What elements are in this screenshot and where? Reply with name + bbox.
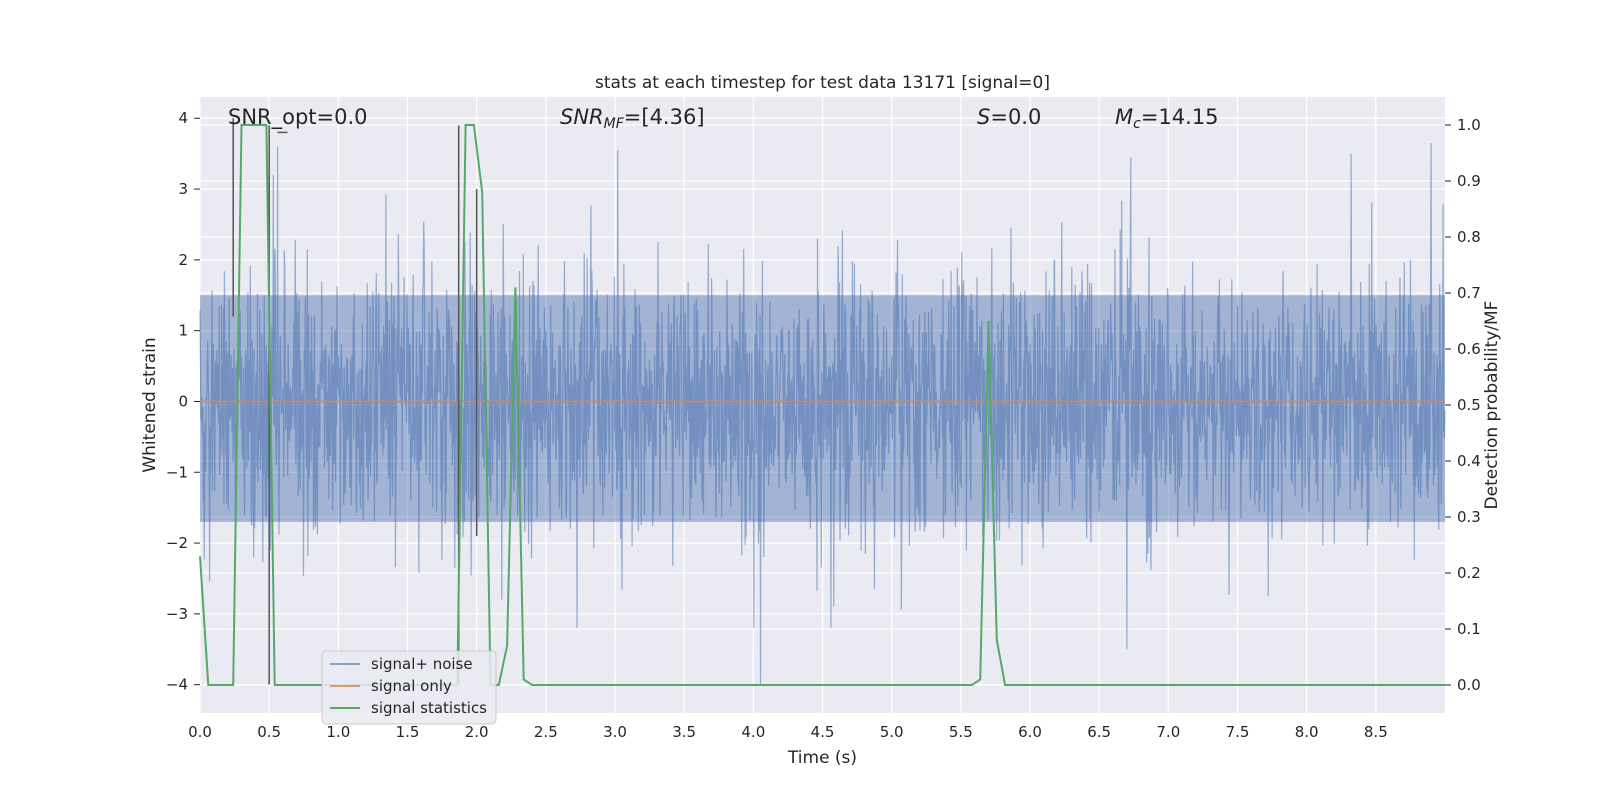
- x-tick-label: 8.0: [1295, 723, 1319, 741]
- y-tick-label-right: 0.8: [1457, 228, 1481, 246]
- x-tick-label: 0.0: [188, 723, 212, 741]
- x-tick-label: 7.0: [1156, 723, 1180, 741]
- x-tick-label: 7.5: [1226, 723, 1250, 741]
- snr-mf-base: SNR: [560, 105, 604, 129]
- x-tick-label: 3.5: [672, 723, 696, 741]
- mc-subscript: c: [1133, 116, 1141, 132]
- x-tick-label: 2.0: [465, 723, 489, 741]
- legend-label-signal-noise: signal+ noise: [371, 655, 473, 673]
- annotation-s: S=0.0: [977, 105, 1041, 129]
- signal-noise-series: [199, 142, 1446, 685]
- x-tick-label: 5.5: [949, 723, 973, 741]
- y-tick-label-left: −1: [166, 463, 188, 481]
- signal-noise-line: [199, 142, 1446, 685]
- legend-box: [321, 650, 497, 725]
- y-axis-label-left: Whitened strain: [140, 337, 160, 472]
- annotation-snr-mf: SNRMF=[4.36]: [560, 105, 705, 132]
- vertical-markers: [232, 118, 478, 685]
- x-axis-label: Time (s): [787, 748, 857, 768]
- x-tick-label: 3.0: [603, 723, 627, 741]
- x-tick-label: 1.5: [396, 723, 420, 741]
- snr-mf-value: =[4.36]: [624, 105, 705, 129]
- y-tick-label-left: 1: [178, 322, 188, 340]
- s-value: =0.0: [990, 105, 1041, 129]
- annotation-mc: Mc=14.15: [1115, 105, 1219, 132]
- y-tick-label-left: 0: [178, 392, 188, 410]
- x-tick-label: 6.5: [1087, 723, 1111, 741]
- y-tick-label-right: 0.0: [1457, 676, 1481, 694]
- x-tick-label: 4.0: [741, 723, 765, 741]
- signal-statistics-series: [199, 124, 1445, 686]
- mc-base: M: [1115, 105, 1133, 129]
- y-tick-label-right: 0.6: [1457, 340, 1481, 358]
- y-tick-label-left: −2: [166, 534, 188, 552]
- y-tick-label-right: 0.7: [1457, 284, 1481, 302]
- y-tick-label-right: 0.5: [1457, 396, 1481, 414]
- x-tick-label: 8.5: [1364, 723, 1388, 741]
- legend-label-signal-only: signal only: [371, 677, 452, 695]
- s-label: S: [977, 105, 990, 129]
- chart-title: stats at each timestep for test data 131…: [595, 73, 1050, 93]
- x-tick-label: 2.5: [534, 723, 558, 741]
- annotation-snr-opt: SNR_opt=0.0: [228, 105, 368, 130]
- axis-ticks: 0.0 0.5 1.0 1.5 2.0 2.5 3.0 3.5 4.0 4.5 5.0 5.5 6.0 6…: [166, 109, 1481, 741]
- y-axis-label-right: Detection probability/MF: [1482, 301, 1502, 510]
- y-tick-label-right: 0.9: [1457, 172, 1481, 190]
- y-tick-label-left: −4: [166, 676, 188, 694]
- y-tick-label-right: 0.2: [1457, 564, 1481, 582]
- x-tick-label: 1.0: [326, 723, 350, 741]
- x-tick-label: 4.5: [811, 723, 835, 741]
- x-tick-label: 0.5: [257, 723, 281, 741]
- y-tick-label-right: 0.3: [1457, 508, 1481, 526]
- legend: signal+ noise signal only signal statist…: [321, 650, 497, 725]
- mc-value: =14.15: [1141, 105, 1219, 129]
- signal-statistics-line: [199, 124, 1445, 686]
- y-tick-label-right: 0.1: [1457, 620, 1481, 638]
- x-tick-label: 6.0: [1018, 723, 1042, 741]
- legend-label-signal-statistics: signal statistics: [371, 699, 487, 717]
- y-tick-label-left: −3: [166, 605, 188, 623]
- x-tick-label: 5.0: [880, 723, 904, 741]
- y-tick-label-left: 3: [178, 180, 188, 198]
- y-tick-label-right: 1.0: [1457, 116, 1481, 134]
- y-tick-label-right: 0.4: [1457, 452, 1481, 470]
- snr-mf-subscript: MF: [604, 116, 625, 132]
- y-tick-label-left: 4: [178, 109, 188, 127]
- y-tick-label-left: 2: [178, 251, 188, 269]
